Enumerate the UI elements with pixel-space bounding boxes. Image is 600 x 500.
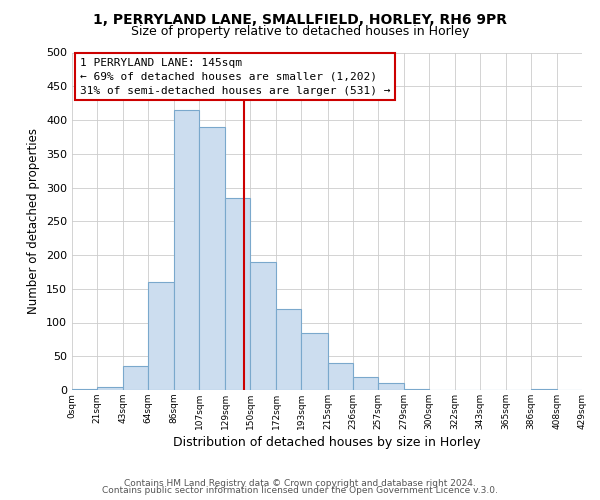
Bar	[123, 366, 148, 390]
Text: 1, PERRYLAND LANE, SMALLFIELD, HORLEY, RH6 9PR: 1, PERRYLAND LANE, SMALLFIELD, HORLEY, R…	[93, 12, 507, 26]
Text: Contains public sector information licensed under the Open Government Licence v.: Contains public sector information licen…	[102, 486, 498, 495]
Bar	[301, 332, 328, 390]
X-axis label: Distribution of detached houses by size in Horley: Distribution of detached houses by size …	[173, 436, 481, 449]
Text: 1 PERRYLAND LANE: 145sqm
← 69% of detached houses are smaller (1,202)
31% of sem: 1 PERRYLAND LANE: 145sqm ← 69% of detach…	[80, 58, 390, 96]
Bar	[72, 388, 97, 390]
Bar	[226, 198, 250, 390]
Bar	[353, 376, 377, 390]
Y-axis label: Number of detached properties: Number of detached properties	[28, 128, 40, 314]
Text: Contains HM Land Registry data © Crown copyright and database right 2024.: Contains HM Land Registry data © Crown c…	[124, 478, 476, 488]
Bar	[377, 383, 404, 390]
Bar	[250, 262, 277, 390]
Bar	[328, 363, 353, 390]
Bar	[148, 282, 174, 390]
Bar	[97, 386, 123, 390]
Bar	[531, 388, 557, 390]
Bar	[277, 309, 301, 390]
Bar	[199, 126, 226, 390]
Bar	[174, 110, 199, 390]
Bar	[404, 388, 428, 390]
Text: Size of property relative to detached houses in Horley: Size of property relative to detached ho…	[131, 25, 469, 38]
